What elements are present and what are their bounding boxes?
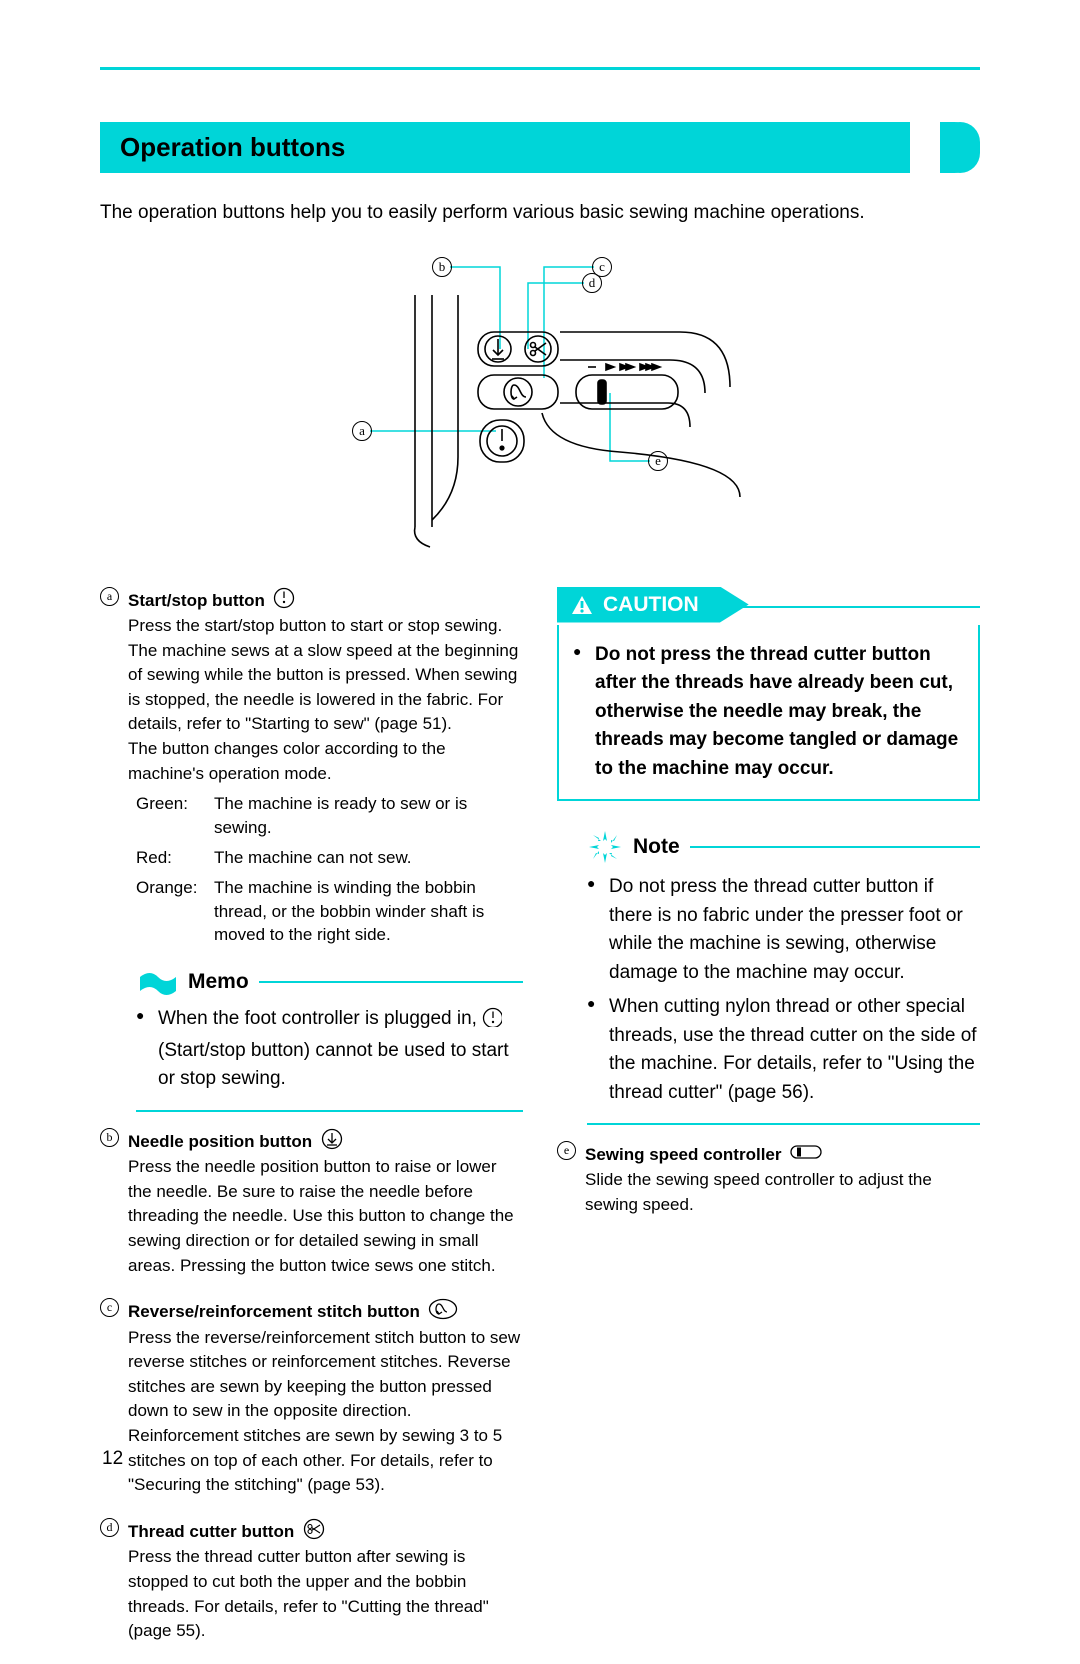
diagram-callout-3: c — [599, 259, 605, 274]
caution-text: Do not press the thread cutter button af… — [573, 641, 964, 784]
item-speed-controller: e Sewing speed controller Slide the sewi… — [557, 1141, 980, 1218]
left-column: a Start/stop button Press the start/stop… — [100, 587, 523, 1664]
caution-block: CAUTION Do not press the thread cutter b… — [557, 587, 980, 802]
item-title: Reverse/reinforcement stitch button — [128, 1302, 420, 1321]
thread-cutter-icon — [303, 1518, 325, 1545]
note-title: Note — [633, 835, 680, 859]
note-bullet: When cutting nylon thread or other speci… — [587, 993, 980, 1107]
item-number: d — [100, 1518, 119, 1537]
memo-bullet: When the foot controller is plugged in, … — [136, 1005, 523, 1094]
reverse-stitch-icon — [428, 1298, 458, 1325]
item-start-stop: a Start/stop button Press the start/stop… — [100, 587, 523, 948]
note-callout: Note Do not press the thread cutter butt… — [587, 829, 980, 1125]
diagram-callout-1: a — [359, 423, 365, 438]
start-stop-icon — [482, 1007, 502, 1037]
operation-buttons-diagram: a b c d e — [320, 247, 760, 557]
item-title: Needle position button — [128, 1132, 312, 1151]
top-rule — [100, 67, 980, 70]
item-body: Press the start/stop button to start or … — [128, 614, 523, 786]
note-bullet: Do not press the thread cutter button if… — [587, 873, 980, 987]
diagram-callout-2: b — [439, 259, 446, 274]
right-column: CAUTION Do not press the thread cutter b… — [557, 587, 980, 1664]
page-number: 12 — [102, 1448, 123, 1470]
needle-position-icon — [321, 1128, 343, 1155]
speed-slider-icon — [790, 1141, 822, 1168]
memo-title: Memo — [188, 970, 249, 994]
warning-icon — [571, 594, 593, 616]
item-body: Press the needle position button to rais… — [128, 1155, 523, 1278]
item-body: Press the thread cutter button after sew… — [128, 1545, 523, 1644]
item-body: Slide the sewing speed controller to adj… — [585, 1168, 980, 1217]
color-mode-table: Green:The machine is ready to sew or is … — [136, 792, 523, 947]
note-icon — [587, 829, 623, 865]
caution-title: CAUTION — [603, 593, 699, 617]
item-title: Thread cutter button — [128, 1522, 294, 1541]
item-body: Press the reverse/reinforcement stitch b… — [128, 1326, 523, 1498]
item-needle-position: b Needle position button Press the needl… — [100, 1128, 523, 1279]
memo-icon — [136, 967, 178, 997]
diagram-container: a b c d e — [100, 247, 980, 557]
item-thread-cutter: d Thread cutter button Press the thread … — [100, 1518, 523, 1644]
intro-text: The operation buttons help you to easily… — [100, 199, 980, 227]
section-header: Operation buttons — [100, 122, 980, 173]
item-reverse-stitch: c Reverse/reinforcement stitch button Pr… — [100, 1298, 523, 1498]
section-title: Operation buttons — [120, 132, 345, 162]
item-number: e — [557, 1141, 576, 1160]
diagram-callout-4: d — [589, 275, 596, 290]
item-title: Sewing speed controller — [585, 1145, 782, 1164]
page-content: Operation buttons The operation buttons … — [100, 122, 980, 1664]
memo-callout: Memo When the foot controller is plugged… — [136, 967, 523, 1112]
item-number: a — [100, 587, 119, 606]
item-number: c — [100, 1298, 119, 1317]
start-stop-icon — [273, 587, 295, 614]
item-title: Start/stop button — [128, 591, 265, 610]
item-number: b — [100, 1128, 119, 1147]
